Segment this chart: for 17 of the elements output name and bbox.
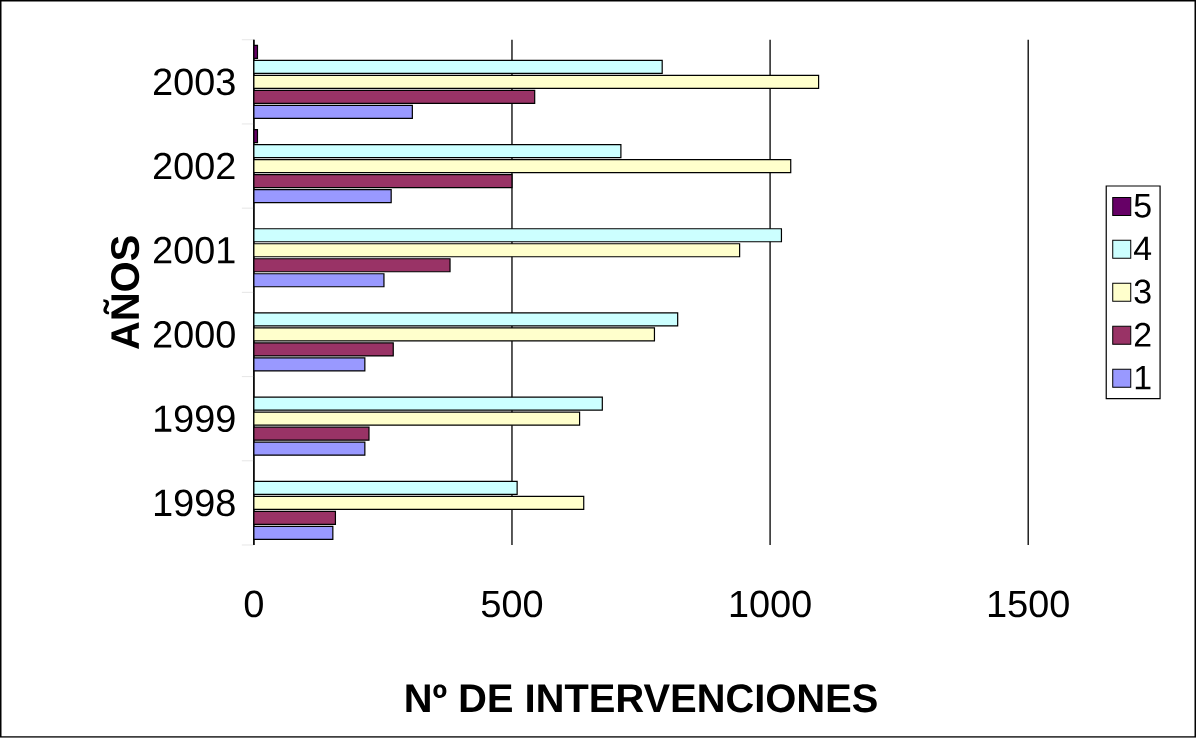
- y-tick-label: 1999: [154, 405, 235, 433]
- y-tick-label: 1998: [154, 489, 235, 517]
- x-tick-label: 1500: [988, 590, 1069, 618]
- y-tick-label: 2000: [153, 321, 235, 348]
- x-tick-label: 0: [244, 590, 263, 618]
- legend-label: 2: [1134, 322, 1151, 347]
- legend-label: 1: [1135, 365, 1151, 390]
- x-tick-label: 500: [481, 590, 543, 618]
- legend-label: 3: [1134, 279, 1151, 304]
- legend-label: 5: [1134, 194, 1151, 218]
- y-tick-label: 2002: [153, 152, 235, 180]
- x-axis-title: Nº DE INTERVENCIONES: [406, 684, 877, 713]
- y-tick-label: 2003: [153, 68, 235, 96]
- y-axis-title: AÑOS: [103, 236, 140, 350]
- legend-label: 4: [1134, 236, 1152, 261]
- x-tick-label: 1000: [730, 590, 811, 618]
- y-tick-label: 2001: [153, 236, 235, 264]
